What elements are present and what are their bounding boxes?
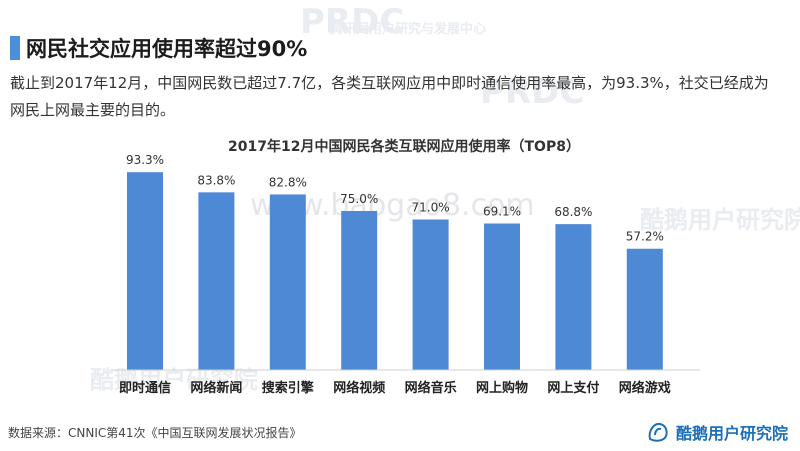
brand-name: 酷鹅用户研究院 bbox=[675, 424, 788, 443]
category-label-8: 网络游戏 bbox=[619, 380, 671, 396]
value-label-1: 93.3% bbox=[126, 153, 164, 167]
bar-3 bbox=[269, 194, 306, 370]
category-label-1: 即时通信 bbox=[119, 380, 171, 396]
category-label-3: 搜索引擎 bbox=[262, 380, 314, 396]
bar-4 bbox=[341, 211, 378, 370]
chart-title: 2017年12月中国网民各类互联网应用使用率（TOP8） bbox=[228, 138, 580, 155]
bar-group: 93.3% 即时通信 83.8% 网络新闻 82.8% 搜索引擎 75.0% 网络视频 71.0… bbox=[119, 153, 671, 396]
page-title: 网民社交应用使用率超过90% bbox=[26, 37, 308, 61]
value-label-6: 69.1% bbox=[483, 205, 521, 219]
value-label-4: 75.0% bbox=[340, 192, 378, 206]
category-label-4: 网络视频 bbox=[333, 380, 385, 396]
penguin-logo-icon bbox=[648, 422, 668, 442]
value-label-3: 82.8% bbox=[269, 175, 307, 189]
value-label-8: 57.2% bbox=[626, 230, 664, 244]
category-label-5: 网络音乐 bbox=[405, 380, 457, 396]
value-label-5: 71.0% bbox=[412, 200, 450, 214]
category-label-2: 网络新闻 bbox=[190, 380, 242, 396]
title-accent-bar bbox=[10, 36, 20, 60]
bar-6 bbox=[484, 223, 520, 370]
bar-5 bbox=[412, 219, 449, 370]
brand-logo: 酷鹅用户研究院 bbox=[646, 420, 788, 444]
value-label-7: 68.8% bbox=[554, 205, 592, 219]
value-label-2: 83.8% bbox=[197, 173, 235, 187]
page-description: 截止到2017年12月，中国网民数已超过7.7亿，各类互联网应用中即时通信使用率… bbox=[10, 74, 769, 119]
bar-2 bbox=[198, 192, 235, 370]
category-label-6: 网上购物 bbox=[476, 380, 528, 396]
data-source-note: 数据来源：CNNIC第41次《中国互联网发展状况报告》 bbox=[8, 426, 302, 440]
bar-8 bbox=[626, 248, 663, 370]
category-label-7: 网上支付 bbox=[547, 380, 599, 396]
bar-7 bbox=[555, 224, 592, 370]
bar-1 bbox=[127, 172, 163, 370]
